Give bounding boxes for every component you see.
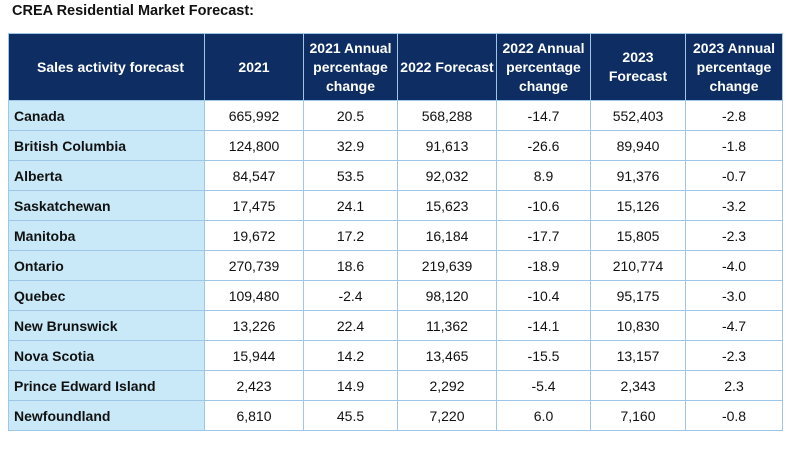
change-2022-cell: -14.1 <box>496 310 591 341</box>
change-2021-cell: 32.9 <box>303 130 398 161</box>
change-2022-cell: -26.6 <box>496 130 591 161</box>
change-2023-cell: -0.8 <box>685 400 783 431</box>
sales-2021-cell: 270,739 <box>204 250 304 281</box>
table-body: Canada 665,992 20.5 568,288 -14.7 552,403 -2.8… <box>8 100 783 431</box>
table-title: CREA Residential Market Forecast: <box>12 3 255 19</box>
region-name-cell: Nova Scotia <box>8 340 205 371</box>
change-2022-cell: -18.9 <box>496 250 591 281</box>
region-name-cell: Manitoba <box>8 220 205 251</box>
table-row: Ontario 270,739 18.6 219,639 -18.9 210,774 -4.… <box>8 250 783 281</box>
sales-2021-cell: 6,810 <box>204 400 304 431</box>
change-2023-cell: -2.3 <box>685 340 783 371</box>
change-2021-cell: 18.6 <box>303 250 398 281</box>
forecast-2022-cell: 11,362 <box>397 310 497 341</box>
change-2022-cell: -14.7 <box>496 100 591 131</box>
change-2021-cell: 24.1 <box>303 190 398 221</box>
table-row: Prince Edward Island 2,423 14.9 2,292 -5.4 2,… <box>8 370 783 401</box>
forecast-2022-cell: 16,184 <box>397 220 497 251</box>
forecast-2022-cell: 15,623 <box>397 190 497 221</box>
change-2022-cell: 8.9 <box>496 160 591 191</box>
region-name-cell: New Brunswick <box>8 310 205 341</box>
change-2021-cell: 53.5 <box>303 160 398 191</box>
forecast-2022-cell: 219,639 <box>397 250 497 281</box>
region-name-cell: Ontario <box>8 250 205 281</box>
table-row: Nova Scotia 15,944 14.2 13,465 -15.5 13,157 -2… <box>8 340 783 371</box>
change-2021-cell: 14.9 <box>303 370 398 401</box>
column-header-2022-change: 2022 Annual percentage change <box>496 33 591 101</box>
change-2023-cell: -2.3 <box>685 220 783 251</box>
sales-2021-cell: 665,992 <box>204 100 304 131</box>
change-2021-cell: 22.4 <box>303 310 398 341</box>
forecast-2023-cell: 95,175 <box>590 280 686 311</box>
table-row: Canada 665,992 20.5 568,288 -14.7 552,403 -2.8 <box>8 100 783 131</box>
change-2022-cell: -5.4 <box>496 370 591 401</box>
forecast-2022-cell: 92,032 <box>397 160 497 191</box>
forecast-2023-cell: 91,376 <box>590 160 686 191</box>
change-2021-cell: -2.4 <box>303 280 398 311</box>
forecast-2023-cell: 210,774 <box>590 250 686 281</box>
sales-2021-cell: 109,480 <box>204 280 304 311</box>
region-name-cell: Newfoundland <box>8 400 205 431</box>
forecast-2022-cell: 7,220 <box>397 400 497 431</box>
change-2021-cell: 17.2 <box>303 220 398 251</box>
table-row: Manitoba 19,672 17.2 16,184 -17.7 15,805 -2.3 <box>8 220 783 251</box>
region-name-cell: Canada <box>8 100 205 131</box>
forecast-2022-cell: 2,292 <box>397 370 497 401</box>
column-header-region: Sales activity forecast <box>8 33 205 101</box>
forecast-2023-cell: 552,403 <box>590 100 686 131</box>
table-header-row: Sales activity forecast 2021 2021 Annual… <box>8 33 783 101</box>
change-2023-cell: -3.0 <box>685 280 783 311</box>
forecast-table: Sales activity forecast 2021 2021 Annual… <box>8 33 783 431</box>
region-name-cell: Alberta <box>8 160 205 191</box>
region-name-cell: British Columbia <box>8 130 205 161</box>
forecast-2022-cell: 91,613 <box>397 130 497 161</box>
forecast-2023-cell: 2,343 <box>590 370 686 401</box>
column-header-2021-change: 2021 Annual percentage change <box>303 33 398 101</box>
change-2022-cell: -15.5 <box>496 340 591 371</box>
table-row: Alberta 84,547 53.5 92,032 8.9 91,376 -0.7 <box>8 160 783 191</box>
sales-2021-cell: 2,423 <box>204 370 304 401</box>
forecast-2023-cell: 15,805 <box>590 220 686 251</box>
change-2023-cell: 2.3 <box>685 370 783 401</box>
change-2022-cell: -17.7 <box>496 220 591 251</box>
change-2023-cell: -4.7 <box>685 310 783 341</box>
column-header-2022-forecast: 2022 Forecast <box>397 33 497 101</box>
forecast-2022-cell: 568,288 <box>397 100 497 131</box>
forecast-2022-cell: 13,465 <box>397 340 497 371</box>
forecast-2023-cell: 10,830 <box>590 310 686 341</box>
table-row: Saskatchewan 17,475 24.1 15,623 -10.6 15,126-… <box>8 190 783 221</box>
change-2023-cell: -1.8 <box>685 130 783 161</box>
change-2023-cell: -3.2 <box>685 190 783 221</box>
column-header-2023-forecast: 2023 Forecast <box>590 33 686 101</box>
table-row: Quebec 109,480 -2.4 98,120 -10.4 95,175 -3.0 <box>8 280 783 311</box>
forecast-2023-cell: 13,157 <box>590 340 686 371</box>
change-2022-cell: -10.6 <box>496 190 591 221</box>
column-header-2021: 2021 <box>204 33 304 101</box>
sales-2021-cell: 13,226 <box>204 310 304 341</box>
change-2023-cell: -2.8 <box>685 100 783 131</box>
sales-2021-cell: 19,672 <box>204 220 304 251</box>
change-2021-cell: 45.5 <box>303 400 398 431</box>
table-row: New Brunswick 13,226 22.4 11,362 -14.1 10,830… <box>8 310 783 341</box>
forecast-2022-cell: 98,120 <box>397 280 497 311</box>
change-2023-cell: -4.0 <box>685 250 783 281</box>
forecast-2023-cell: 89,940 <box>590 130 686 161</box>
sales-2021-cell: 15,944 <box>204 340 304 371</box>
change-2022-cell: 6.0 <box>496 400 591 431</box>
table-row: Newfoundland 6,810 45.5 7,220 6.0 7,160 -0.8 <box>8 400 783 431</box>
change-2021-cell: 14.2 <box>303 340 398 371</box>
sales-2021-cell: 84,547 <box>204 160 304 191</box>
forecast-2023-cell: 15,126 <box>590 190 686 221</box>
region-name-cell: Quebec <box>8 280 205 311</box>
table-row: British Columbia 124,800 32.9 91,613 -26.6 89… <box>8 130 783 161</box>
change-2023-cell: -0.7 <box>685 160 783 191</box>
sales-2021-cell: 17,475 <box>204 190 304 221</box>
region-name-cell: Prince Edward Island <box>8 370 205 401</box>
column-header-2023-change: 2023 Annual percentage change <box>685 33 783 101</box>
region-name-cell: Saskatchewan <box>8 190 205 221</box>
forecast-2023-cell: 7,160 <box>590 400 686 431</box>
change-2022-cell: -10.4 <box>496 280 591 311</box>
sales-2021-cell: 124,800 <box>204 130 304 161</box>
change-2021-cell: 20.5 <box>303 100 398 131</box>
